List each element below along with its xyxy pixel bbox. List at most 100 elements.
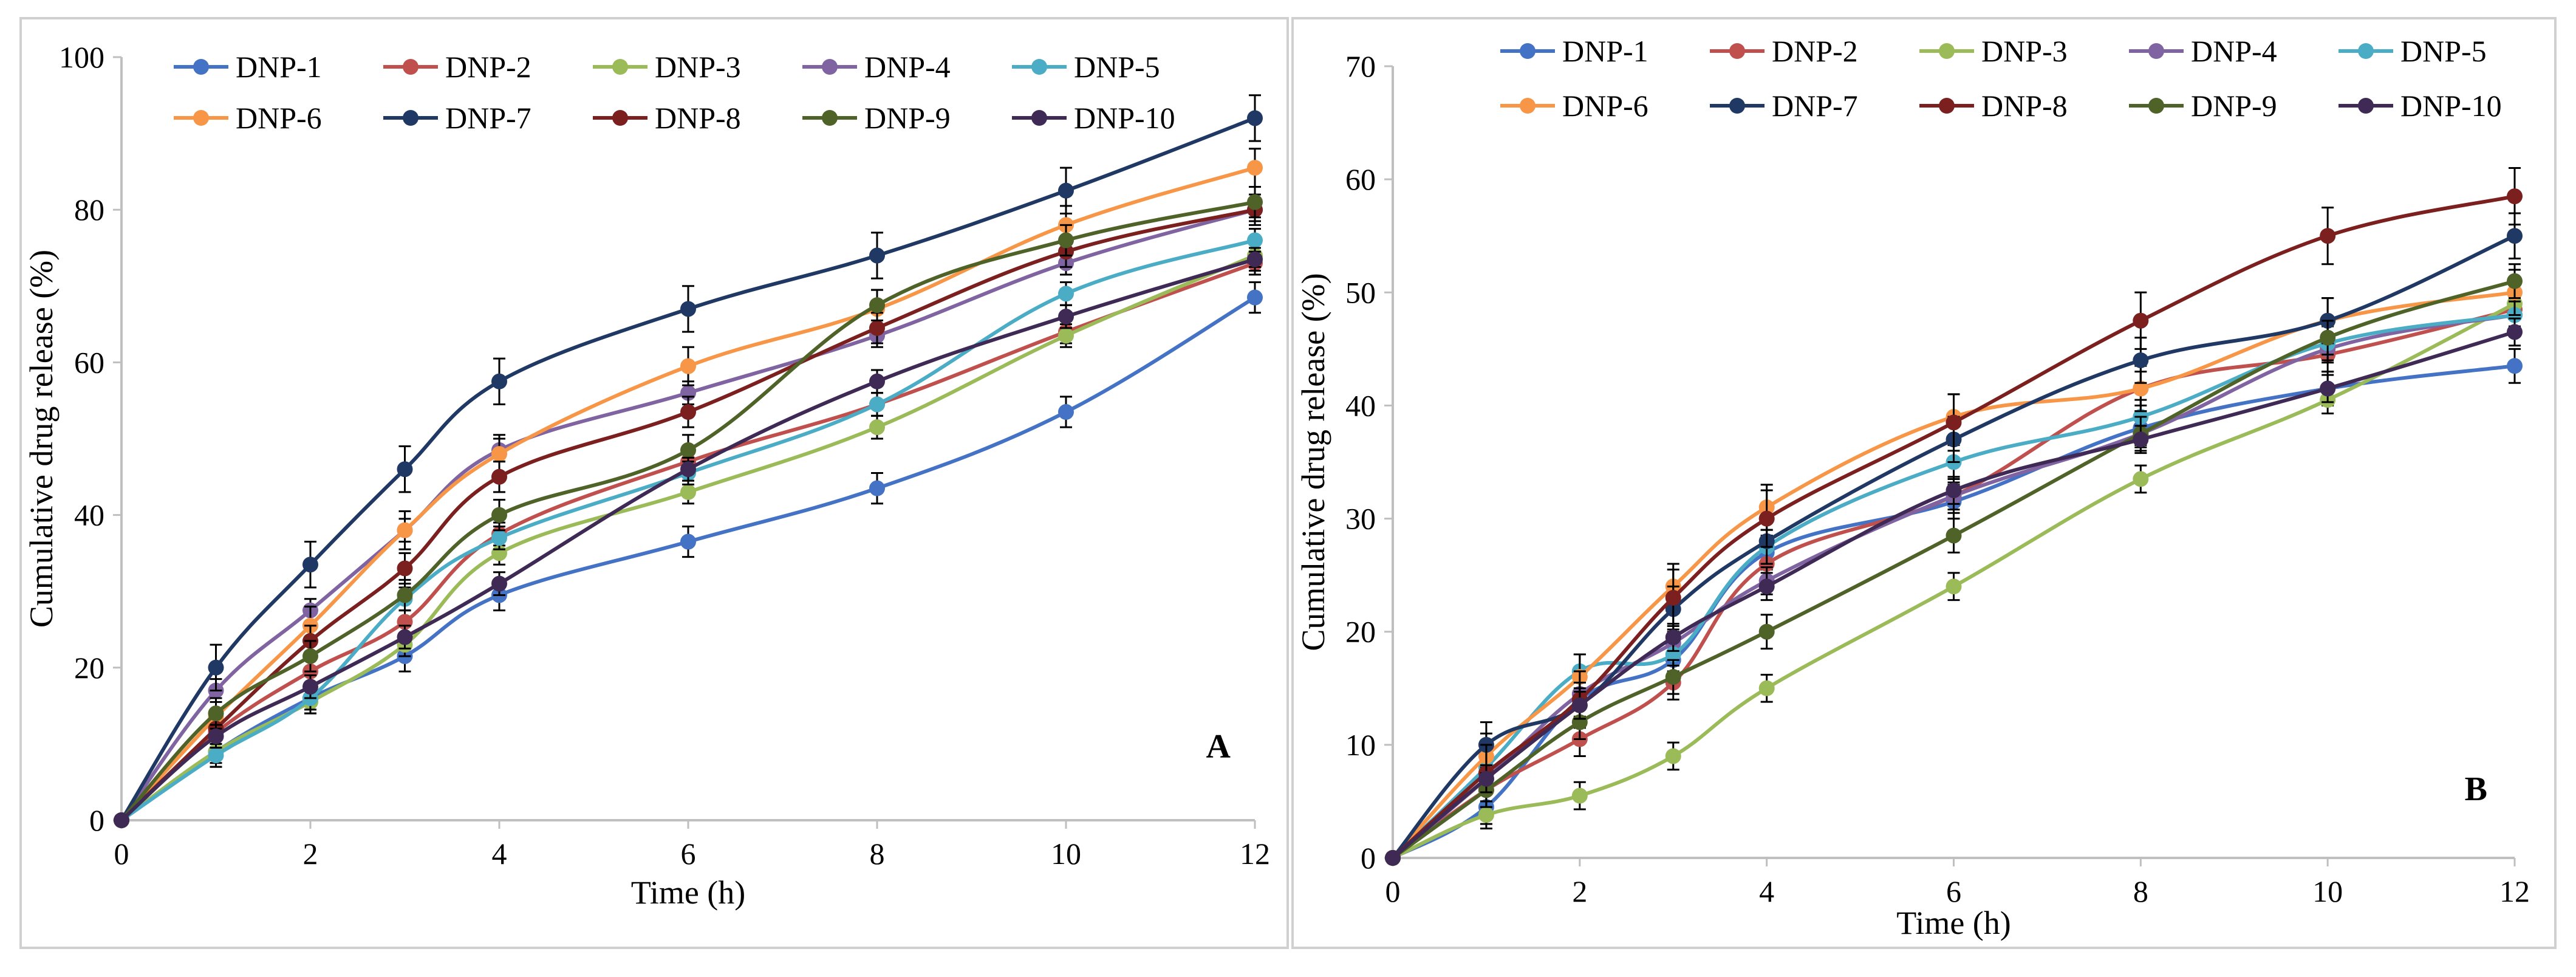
legend-label: DNP-6 bbox=[236, 101, 322, 135]
legend-item: DNP-9 bbox=[802, 101, 951, 135]
data-point bbox=[1758, 510, 1775, 527]
x-tick-label: 4 bbox=[1759, 874, 1774, 908]
data-point bbox=[2320, 380, 2336, 397]
y-tick-label: 50 bbox=[1345, 275, 1376, 309]
x-tick-label: 10 bbox=[1051, 837, 1081, 871]
legend-swatch-marker bbox=[2358, 98, 2374, 114]
series-dnp-9 bbox=[1385, 263, 2523, 866]
legend-swatch-marker bbox=[1939, 98, 1955, 114]
legend-label: DNP-3 bbox=[655, 50, 741, 84]
data-point bbox=[869, 419, 885, 436]
data-point bbox=[302, 679, 318, 695]
data-point bbox=[302, 557, 318, 573]
chart-b-svg: 0 10 20 30 40 50 60 70 0 2 4 6 8 10 12 Time (h) Cumulati… bbox=[1295, 34, 2530, 941]
series-line bbox=[1391, 290, 2515, 860]
data-point bbox=[397, 587, 413, 603]
data-point bbox=[680, 484, 696, 500]
data-point bbox=[1247, 232, 1263, 249]
legend-swatch-marker bbox=[2148, 43, 2164, 59]
y-tick-label: 40 bbox=[1345, 388, 1376, 422]
y-tick-label: 0 bbox=[89, 803, 104, 837]
x-tick-label: 8 bbox=[870, 837, 885, 871]
x-tick-label: 10 bbox=[2312, 874, 2343, 908]
data-point bbox=[208, 705, 224, 722]
legend-label: DNP-9 bbox=[2191, 89, 2277, 123]
data-point bbox=[1058, 286, 1074, 302]
legend-item: DNP-7 bbox=[1710, 89, 1858, 123]
data-point bbox=[2507, 273, 2523, 289]
data-point bbox=[1946, 527, 1962, 544]
data-point bbox=[1665, 669, 1681, 685]
y-tick-label: 60 bbox=[74, 345, 104, 379]
data-point bbox=[1058, 404, 1074, 420]
panel-letter: A bbox=[1206, 728, 1231, 766]
data-point bbox=[1058, 182, 1074, 199]
legend-item: DNP-5 bbox=[2339, 34, 2487, 68]
data-point bbox=[2133, 471, 2149, 487]
x-tick-label: 2 bbox=[303, 837, 318, 871]
legend-label: DNP-4 bbox=[2191, 34, 2277, 68]
data-point bbox=[397, 629, 413, 645]
data-point bbox=[2133, 312, 2149, 329]
legend-swatch-marker bbox=[1729, 43, 1745, 59]
legend-item: DNP-3 bbox=[1919, 34, 2068, 68]
legend-label: DNP-10 bbox=[2400, 89, 2502, 123]
data-point bbox=[1571, 697, 1588, 713]
y-tick-label: 20 bbox=[1345, 615, 1376, 649]
data-point bbox=[491, 530, 507, 546]
data-point bbox=[2133, 431, 2149, 448]
data-point bbox=[302, 648, 318, 664]
series-line bbox=[120, 116, 1256, 821]
data-point bbox=[1665, 589, 1681, 606]
data-point bbox=[491, 575, 507, 592]
data-point bbox=[208, 747, 224, 764]
legend-label: DNP-1 bbox=[236, 50, 322, 84]
data-point bbox=[680, 533, 696, 550]
data-point bbox=[1058, 309, 1074, 325]
legend: DNP-1 DNP-2 DNP-3 DNP-4 DNP-5 DNP-6 DNP-7 DNP-8… bbox=[1500, 34, 2502, 123]
y-tick-label: 30 bbox=[1345, 502, 1376, 536]
data-point bbox=[869, 297, 885, 314]
x-tick-label: 12 bbox=[1240, 837, 1270, 871]
y-tick-label: 10 bbox=[1345, 728, 1376, 762]
legend-swatch-marker bbox=[612, 59, 628, 75]
series-line bbox=[120, 200, 1256, 821]
legend-item: DNP-6 bbox=[1500, 89, 1648, 123]
series-line bbox=[120, 296, 1256, 822]
legend-label: DNP-10 bbox=[1074, 101, 1175, 135]
legend-item: DNP-9 bbox=[2129, 89, 2277, 123]
chart-a-svg: 0 20 40 60 80 100 0 2 4 6 8 10 12 Time (h) Cumulative … bbox=[23, 40, 1270, 911]
data-point bbox=[1946, 578, 1962, 595]
data-point bbox=[2507, 358, 2523, 374]
series-line bbox=[120, 253, 1256, 822]
series-line bbox=[120, 166, 1256, 822]
data-point bbox=[397, 461, 413, 478]
legend-item: DNP-6 bbox=[174, 101, 322, 135]
legend-swatch-marker bbox=[1939, 43, 1955, 59]
data-point bbox=[114, 812, 129, 828]
legend-item: DNP-4 bbox=[2129, 34, 2277, 68]
legend-item: DNP-8 bbox=[1919, 89, 2068, 123]
chart-panel-a: 0 20 40 60 80 100 0 2 4 6 8 10 12 Time (h) Cumulative … bbox=[19, 17, 1289, 949]
x-tick-label: 4 bbox=[492, 837, 507, 871]
data-point bbox=[491, 468, 507, 485]
series-line bbox=[120, 208, 1256, 821]
series-line bbox=[1391, 234, 2516, 859]
data-point bbox=[1478, 807, 1494, 823]
data-point bbox=[397, 560, 413, 577]
legend-label: DNP-6 bbox=[1562, 89, 1648, 123]
y-tick-label: 40 bbox=[74, 498, 104, 532]
data-point bbox=[208, 728, 224, 744]
series-dnp-6 bbox=[1385, 269, 2523, 866]
data-point bbox=[1478, 770, 1494, 787]
data-point bbox=[1758, 623, 1775, 640]
data-point bbox=[1758, 578, 1775, 595]
legend-item: DNP-10 bbox=[2339, 89, 2502, 123]
data-point bbox=[491, 373, 507, 389]
data-point bbox=[2320, 329, 2336, 346]
x-axis-title: Time (h) bbox=[1896, 905, 2011, 941]
legend-label: DNP-7 bbox=[445, 101, 531, 135]
y-tick-label: 0 bbox=[1361, 841, 1376, 875]
data-point bbox=[869, 320, 885, 336]
y-tick-label: 100 bbox=[59, 40, 104, 74]
